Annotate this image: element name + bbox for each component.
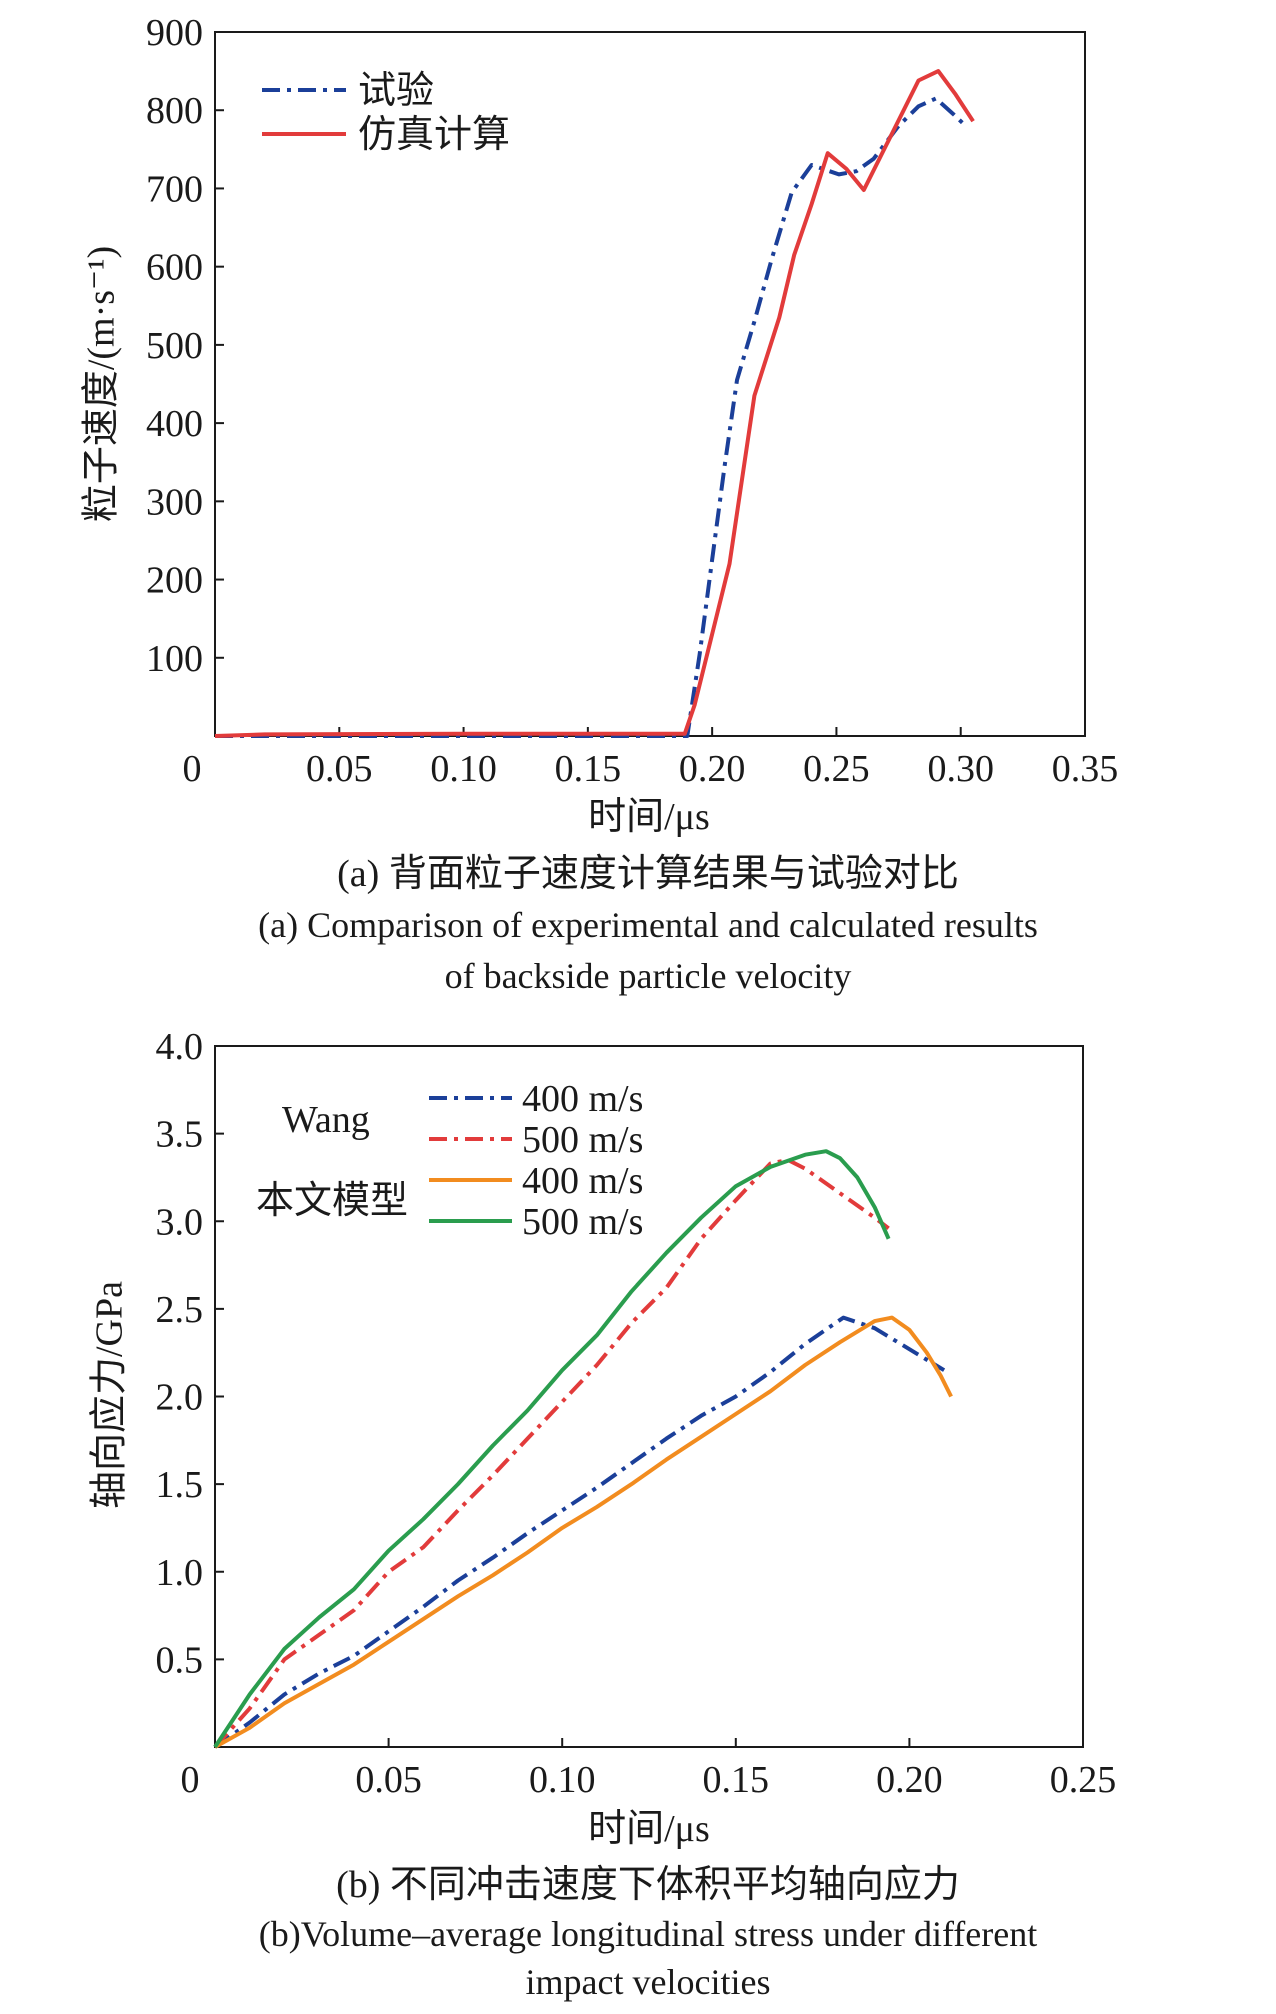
x-tick-label: 0.05 — [355, 1759, 422, 1801]
x-axis-label: 时间/μs — [588, 1808, 710, 1850]
x-tick-label: 0 — [181, 1759, 200, 1801]
legend-label: 试验 — [358, 70, 434, 112]
caption-en-line-1: (b)Volume–average longitudinal stress un… — [259, 1914, 1037, 1954]
legend: 试验 仿真计算 — [262, 70, 510, 156]
caption-zh: (a) 背面粒子速度计算结果与试验对比 — [337, 853, 959, 895]
y-tick-label: 400 — [146, 403, 203, 445]
series-3-line — [213, 1149, 891, 1749]
y-tick-label: 900 — [146, 12, 203, 54]
legend-label: 400 m/s — [522, 1078, 643, 1120]
x-tick-label: 0.20 — [679, 748, 746, 790]
legend-group-label: 本文模型 — [256, 1180, 408, 1222]
x-axis-label: 时间/μs — [588, 796, 710, 838]
y-tick-label: 300 — [146, 481, 203, 523]
x-tick-label: 0 — [183, 748, 202, 790]
legend-label: 500 m/s — [522, 1201, 643, 1243]
x-tick-label: 0.25 — [1050, 1759, 1117, 1801]
y-tick-label: 3.5 — [156, 1114, 204, 1156]
x-tick-label: 0.30 — [927, 748, 994, 790]
caption-en-line-1: (a) Comparison of experimental and calcu… — [258, 905, 1038, 945]
y-tick-label: 800 — [146, 90, 203, 132]
y-tick-label: 0.5 — [156, 1639, 204, 1681]
x-tick-label: 0.35 — [1052, 748, 1119, 790]
caption-en-line-2: impact velocities — [526, 1962, 771, 2002]
chart-a-plot: 0 0.05 0.10 0.15 0.20 0.25 0.30 0.35 100 200 300 40… — [146, 12, 1118, 790]
x-tick-label: 0.10 — [529, 1759, 596, 1801]
plot-frame — [214, 31, 1086, 737]
x-tick-label: 0.15 — [555, 748, 622, 790]
y-axis-label: 轴向应力/GPa — [89, 1281, 131, 1509]
legend-label: 400 m/s — [522, 1160, 643, 1202]
series-0-line — [213, 1315, 946, 1749]
legend: Wang 本文模型 400 m/s 500 m/s 400 m/s 500 m/… — [256, 1078, 643, 1243]
y-tick-label: 4.0 — [156, 1026, 204, 1068]
legend-group-label: Wang — [282, 1099, 370, 1141]
y-tick-label: 1.5 — [156, 1464, 204, 1506]
x-tick-label: 0.05 — [306, 748, 373, 790]
y-axis-label: 粒子速度/(m·s⁻¹) — [81, 246, 123, 522]
series-0-line — [215, 96, 968, 738]
x-tick-label: 0.25 — [803, 748, 870, 790]
y-tick-label: 500 — [146, 325, 203, 367]
y-tick-label: 2.5 — [156, 1289, 204, 1331]
y-tick-label: 600 — [146, 247, 203, 289]
x-tick-label: 0.10 — [430, 748, 497, 790]
y-tick-label: 2.0 — [156, 1377, 204, 1419]
y-tick-label: 700 — [146, 168, 203, 210]
y-tick-label: 3.0 — [156, 1201, 204, 1243]
x-tick-label: 0.15 — [703, 1759, 770, 1801]
legend-label: 仿真计算 — [358, 114, 510, 156]
legend-label: 500 m/s — [522, 1119, 643, 1161]
caption-zh: (b) 不同冲击速度下体积平均轴向应力 — [336, 1864, 960, 1906]
series-1-line — [214, 69, 975, 738]
y-tick-label: 100 — [146, 638, 203, 680]
chart-a: 0 0.05 0.10 0.15 0.20 0.25 0.30 0.35 100 200 300 40… — [81, 12, 1119, 996]
x-tick-label: 0.20 — [876, 1759, 943, 1801]
y-tick-label: 200 — [146, 560, 203, 602]
plot-frame — [214, 1045, 1084, 1748]
y-tick-label: 1.0 — [156, 1552, 204, 1594]
caption-en-line-2: of backside particle velocity — [445, 956, 852, 996]
chart-b-plot: 0 0.05 0.10 0.15 0.20 0.25 0.5 1.0 1.5 2.0 2.5 3.0 3… — [156, 1026, 1117, 1801]
chart-b: 0 0.05 0.10 0.15 0.20 0.25 0.5 1.0 1.5 2.0 2.5 3.0 3… — [89, 1026, 1117, 2002]
series-2-line — [214, 1315, 953, 1749]
series-1-line — [213, 1157, 890, 1749]
